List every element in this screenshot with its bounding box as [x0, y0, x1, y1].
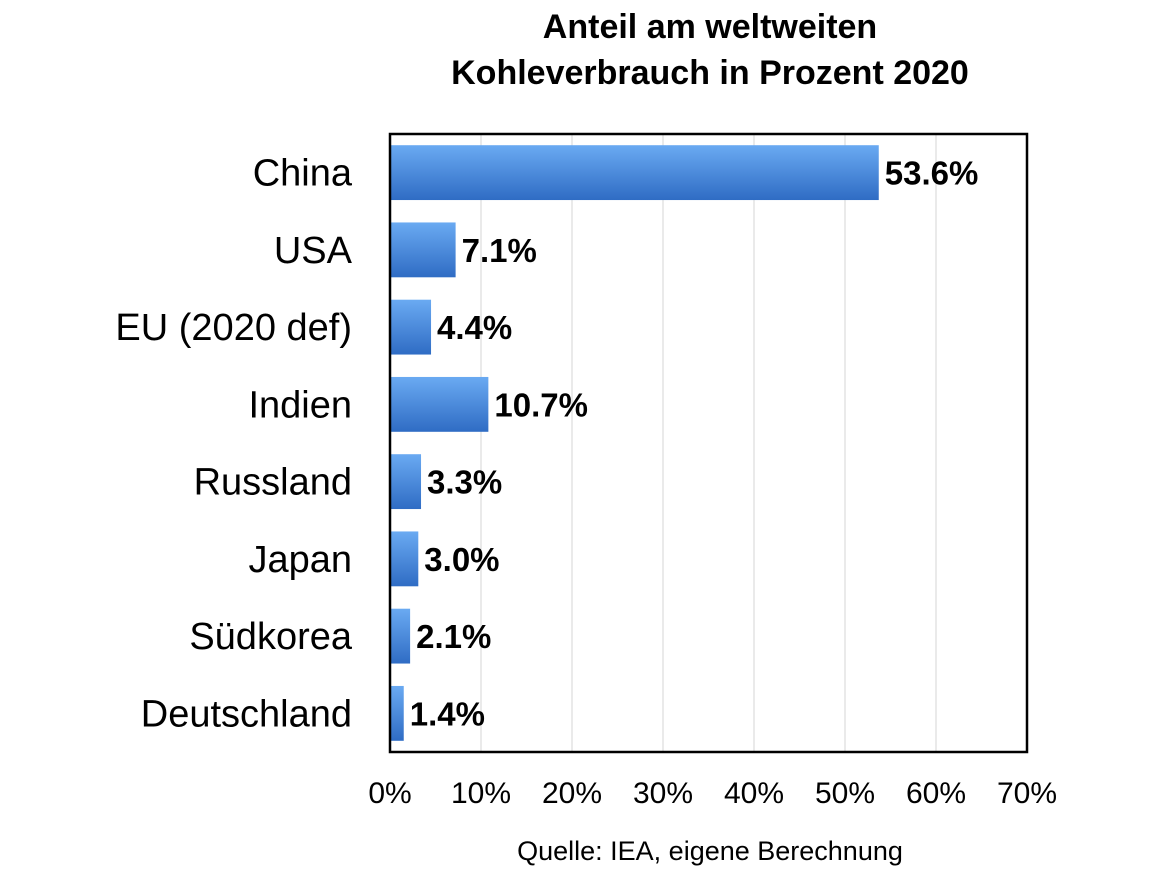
chart-title-line-1: Anteil am weltweiten [542, 8, 878, 46]
bar [391, 222, 456, 278]
gridlines [480, 134, 937, 752]
bar [391, 454, 422, 510]
bar [391, 145, 879, 201]
category-label: Japan [248, 539, 352, 581]
source-note: Quelle: IEA, eigene Berechnung [517, 836, 903, 866]
category-label: China [253, 153, 353, 195]
x-tick-label: 20% [542, 777, 602, 810]
x-tick-label: 50% [815, 777, 875, 810]
bars [391, 145, 879, 741]
category-label: EU (2020 def) [115, 307, 352, 349]
category-label: Indien [248, 384, 352, 426]
x-tick-label: 70% [997, 777, 1057, 810]
category-label: Deutschland [141, 693, 352, 735]
x-tick-label: 10% [451, 777, 511, 810]
x-tick-label: 0% [368, 777, 411, 810]
category-label: USA [274, 230, 353, 272]
data-label: 7.1% [462, 232, 537, 269]
data-label: 53.6% [885, 155, 979, 192]
category-label: Russland [194, 462, 352, 504]
data-label: 3.3% [427, 464, 502, 501]
bar [391, 531, 419, 587]
bar [391, 299, 432, 355]
bar [391, 685, 404, 741]
data-label: 1.4% [410, 695, 485, 732]
plot-frame [388, 132, 1029, 754]
chart-title: Anteil am weltweiten Kohleverbrauch in P… [390, 4, 1030, 96]
x-tick-label: 40% [724, 777, 784, 810]
data-label: 2.1% [416, 618, 491, 655]
x-tick-label: 60% [906, 777, 966, 810]
x-tick-label: 30% [633, 777, 693, 810]
data-label: 10.7% [494, 386, 588, 423]
category-label: Südkorea [189, 616, 353, 658]
chart-title-line-2: Kohleverbrauch in Prozent 2020 [451, 54, 969, 92]
data-label: 3.0% [424, 541, 499, 578]
data-label: 4.4% [437, 309, 512, 346]
bar [391, 608, 411, 664]
labels: 0% 10% 20% 30% 40% 50% 60% 70% China 53.6% USA 7.1%… [115, 153, 1057, 810]
bar [391, 376, 489, 432]
